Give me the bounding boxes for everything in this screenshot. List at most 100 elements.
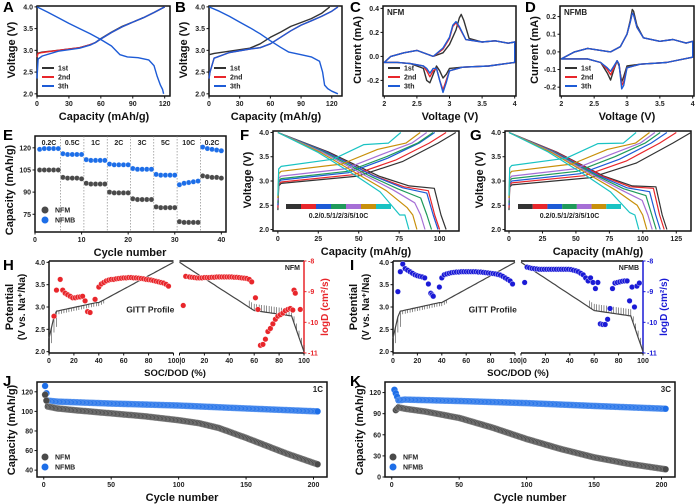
y2-tick-label: -9 [308, 289, 314, 296]
rate-legend-label: 0.2/0.5/1/2/3/5/10C [540, 213, 600, 220]
x-tick-label: 60 [266, 101, 274, 108]
data-point [69, 151, 76, 158]
rate-legend-swatch [331, 204, 346, 209]
y-tick-label: 4.0 [195, 4, 205, 11]
y2-tick-label: -9 [647, 289, 653, 296]
data-point [144, 166, 150, 172]
x-tick-label: 2.5 [589, 101, 599, 108]
y-tick-label: 4.0 [35, 260, 45, 267]
panel-label: C [350, 0, 361, 16]
y-tick-label: 2.5 [23, 70, 33, 77]
x-tick-label: 0 [35, 101, 39, 108]
annotation-label: NFMB [619, 265, 639, 272]
y-axis-label: Current (mA) [529, 16, 541, 84]
annotation-label: 3C [661, 385, 671, 394]
x-tick-label: 100 [521, 482, 533, 489]
y-tick-label: 60 [25, 448, 33, 455]
x-tick-label: 90 [297, 101, 305, 108]
y2-tick-label: -11 [647, 351, 657, 358]
logd-point [82, 297, 89, 304]
data-point [41, 145, 48, 152]
x-tick-label: 200 [308, 482, 320, 489]
y-tick-label: 2.0 [23, 91, 33, 98]
logd-point [165, 283, 172, 290]
data-point [102, 157, 108, 164]
y-tick-label: 3.0 [491, 179, 501, 186]
panel-i: 2.0 2.5 3.0 3.5 4.0 -11 -10 -9 -8 0 20 20 40 40 60 60 80… [348, 257, 670, 379]
data-point [176, 218, 183, 225]
data-point [97, 157, 103, 164]
y2-tick-label: -8 [647, 259, 653, 266]
discharge-curve [277, 131, 433, 230]
data-point [50, 167, 57, 173]
data-point [158, 172, 164, 178]
x-tick-label: 20 [414, 358, 422, 365]
series-line [36, 6, 166, 79]
data-point [88, 157, 94, 164]
y-tick-label: 2.0 [35, 349, 45, 356]
legend-label: 2nd [581, 75, 593, 82]
x-tick-label: 3 [448, 101, 452, 108]
data-point [41, 167, 48, 173]
x-tick-label: 4 [691, 101, 695, 108]
data-point [204, 145, 211, 152]
data-point [106, 161, 113, 167]
y-axis-label-units: (V vs. Na⁺/Na) [17, 274, 28, 340]
data-point [83, 180, 89, 187]
x-tick-label: 100 [298, 358, 310, 365]
data-point [43, 397, 50, 405]
logd-point [397, 268, 404, 275]
data-point [97, 181, 103, 187]
x-tick-label: 4 [513, 101, 517, 108]
data-point [36, 146, 43, 153]
plot-frame [382, 5, 517, 97]
x-tick-label: 75 [605, 236, 613, 243]
data-point [69, 175, 76, 181]
rate-legend-swatch [562, 204, 577, 209]
y2-axis-label: logD (cm²/s) [659, 278, 670, 336]
y-tick-label: 2.5 [195, 70, 205, 77]
panel-g: 0 25 50 75 100 125 2.0 2.5 3.0 3.5 4.0 G Capacity (m… [470, 127, 692, 258]
panel-label: A [3, 0, 14, 16]
logd-point [626, 297, 633, 304]
discharge-curve [277, 131, 418, 230]
rate-label: 2C [114, 140, 123, 147]
y-tick-label: 2.5 [259, 203, 269, 210]
data-point [176, 181, 183, 188]
data-point [162, 172, 169, 178]
x-tick-label: 3.5 [655, 101, 665, 108]
logd-point [631, 304, 638, 311]
y-tick-label: 3.0 [379, 305, 389, 312]
panel-label: G [470, 127, 482, 144]
legend-label: 1st [404, 66, 415, 73]
series-line [208, 6, 339, 95]
x-tick-label: 60 [590, 358, 598, 365]
y-tick-label: 0.4 [369, 6, 379, 13]
data-point [64, 151, 71, 158]
x-tick-label: 0 [207, 101, 211, 108]
data-point [106, 189, 113, 195]
data-point [125, 190, 131, 196]
data-point [111, 162, 117, 168]
y-axis-label: Capacity (mAh/g) [4, 144, 16, 235]
x-tick-label: 0 [507, 236, 511, 243]
legend-label: NFMB [403, 465, 423, 472]
logd-point [254, 306, 261, 313]
logd-point [604, 316, 611, 323]
y-tick-label: 60 [373, 432, 381, 439]
panel-a: 0 30 60 90 120 2.0 2.5 3.0 3.5 4.0 A Capacity (mAh/… [3, 0, 171, 123]
logd-point [624, 277, 631, 284]
y-tick-label: 2.5 [35, 327, 45, 334]
logd-point [602, 321, 609, 328]
y-tick-label: 0 [377, 475, 381, 482]
data-point [116, 162, 122, 168]
legend-marker [41, 216, 49, 224]
logd-point [259, 341, 266, 348]
data-point [55, 167, 62, 173]
y-axis-label: Current (mA) [352, 16, 364, 84]
data-point [195, 219, 201, 226]
panel-e: 0 10 20 30 40 75 90 105 120 E Cycle number Capacity… [3, 127, 227, 259]
data-point [190, 179, 197, 185]
x-tick-label: 120 [159, 101, 171, 108]
data-point [185, 179, 192, 186]
